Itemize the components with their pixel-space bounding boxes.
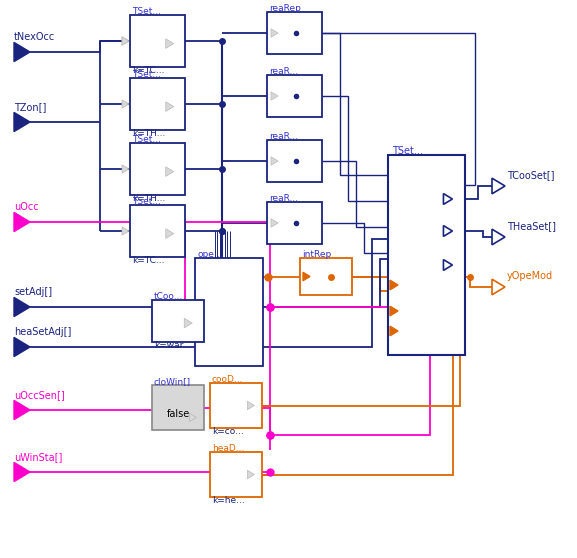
Text: TSet...: TSet...: [132, 7, 161, 16]
Polygon shape: [189, 413, 196, 422]
Bar: [267, 202, 322, 244]
Bar: [210, 383, 262, 428]
Polygon shape: [166, 167, 174, 176]
Text: TSet...: TSet...: [132, 135, 161, 144]
Bar: [210, 452, 262, 497]
Polygon shape: [271, 157, 278, 165]
Text: reaR...: reaR...: [269, 132, 298, 141]
Polygon shape: [492, 178, 505, 194]
Text: reaR...: reaR...: [269, 67, 298, 76]
Text: yOpeMod: yOpeMod: [507, 271, 553, 281]
Text: TCooSet[]: TCooSet[]: [507, 170, 554, 180]
Text: uWinSta[]: uWinSta[]: [14, 452, 62, 462]
Text: k=war...: k=war...: [154, 341, 191, 350]
Polygon shape: [122, 37, 129, 45]
Polygon shape: [390, 306, 398, 316]
Polygon shape: [14, 463, 30, 482]
Text: k=TH...: k=TH...: [132, 129, 166, 138]
Polygon shape: [303, 272, 310, 281]
Polygon shape: [248, 401, 254, 410]
Bar: [267, 12, 322, 54]
Polygon shape: [492, 229, 505, 245]
Polygon shape: [166, 39, 174, 49]
Bar: [300, 258, 352, 295]
Bar: [267, 75, 322, 117]
Text: ope...: ope...: [197, 250, 223, 259]
Polygon shape: [14, 42, 30, 61]
Bar: [388, 155, 465, 355]
Text: tCoo...: tCoo...: [154, 292, 183, 301]
Text: k=co...: k=co...: [212, 427, 243, 436]
Polygon shape: [444, 225, 452, 237]
Polygon shape: [271, 219, 278, 227]
Text: k=TC...: k=TC...: [132, 256, 164, 265]
Text: cooD...: cooD...: [212, 375, 243, 384]
Polygon shape: [390, 280, 398, 290]
Text: intRep: intRep: [302, 250, 331, 259]
Polygon shape: [390, 326, 398, 336]
Text: k=TC...: k=TC...: [132, 66, 164, 75]
Polygon shape: [14, 297, 30, 316]
Text: setAdj[]: setAdj[]: [14, 287, 52, 297]
Polygon shape: [492, 279, 505, 295]
Text: TZon[]: TZon[]: [14, 102, 46, 112]
Polygon shape: [14, 401, 30, 420]
Polygon shape: [122, 100, 129, 108]
Polygon shape: [14, 213, 30, 232]
Polygon shape: [166, 102, 174, 112]
Text: k=TH...: k=TH...: [132, 194, 166, 203]
Text: TSet...: TSet...: [132, 197, 161, 206]
Text: THeaSet[]: THeaSet[]: [507, 221, 556, 231]
Bar: [130, 143, 185, 195]
Polygon shape: [14, 112, 30, 132]
Text: uOccSen[]: uOccSen[]: [14, 390, 65, 400]
Text: cloWin[]: cloWin[]: [154, 377, 191, 386]
Polygon shape: [184, 318, 192, 328]
Polygon shape: [122, 165, 129, 173]
Polygon shape: [248, 470, 254, 479]
Bar: [152, 385, 204, 430]
Bar: [130, 78, 185, 130]
Bar: [130, 205, 185, 257]
Polygon shape: [271, 92, 278, 100]
Polygon shape: [122, 227, 129, 235]
Bar: [130, 15, 185, 67]
Text: heaD...: heaD...: [212, 444, 245, 453]
Bar: [195, 258, 263, 366]
Polygon shape: [166, 229, 174, 238]
Polygon shape: [444, 259, 452, 271]
Text: TSet...: TSet...: [132, 70, 161, 79]
Polygon shape: [14, 338, 30, 357]
Text: reaRep: reaRep: [269, 4, 301, 13]
Text: heaSetAdj[]: heaSetAdj[]: [14, 327, 72, 337]
Polygon shape: [444, 194, 452, 204]
Polygon shape: [271, 29, 278, 37]
Text: tNexOcc: tNexOcc: [14, 32, 55, 42]
Bar: [152, 300, 204, 342]
Text: uOcc: uOcc: [14, 202, 39, 212]
Text: false: false: [166, 409, 190, 418]
Polygon shape: [122, 37, 129, 45]
Text: k=he...: k=he...: [212, 496, 245, 505]
Text: TSet...: TSet...: [392, 146, 423, 156]
Text: reaR...: reaR...: [269, 194, 298, 203]
Bar: [267, 140, 322, 182]
